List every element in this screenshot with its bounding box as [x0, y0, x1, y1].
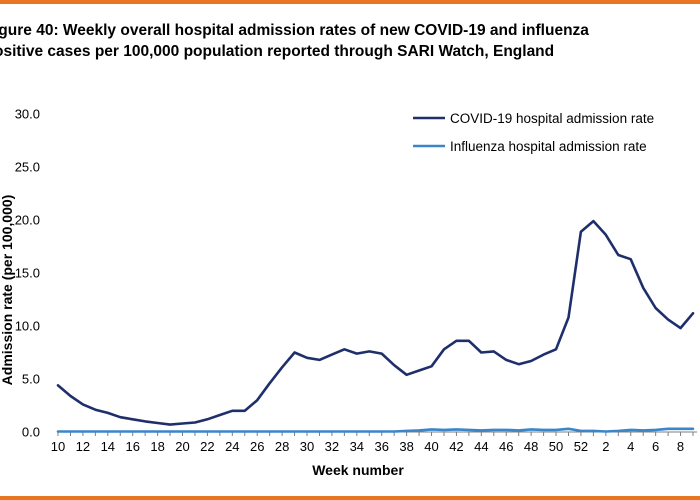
x-tick-label: 20	[175, 439, 189, 454]
y-tick-label: 25.0	[15, 160, 40, 175]
x-tick-label: 16	[125, 439, 139, 454]
x-tick-label: 52	[574, 439, 588, 454]
x-tick-label: 42	[449, 439, 463, 454]
y-axis: 0.0 5.0 10.0 15.0 20.0 25.0 30.0	[15, 107, 40, 440]
covid-series-line	[56, 219, 695, 426]
influenza-series-line	[56, 427, 695, 433]
x-tick-label: 44	[474, 439, 488, 454]
x-tick-label: 26	[250, 439, 264, 454]
x-tick-label: 8	[677, 439, 684, 454]
y-tick-label: 10.0	[15, 319, 40, 334]
x-tick-label: 30	[300, 439, 314, 454]
x-tick-label: 46	[499, 439, 513, 454]
x-tick-label: 36	[374, 439, 388, 454]
x-tick-label: 22	[200, 439, 214, 454]
series-layer	[56, 219, 695, 433]
figure-title-line-2: ositive cases per 100,000 population rep…	[0, 43, 555, 60]
x-axis: 10 12 14 16 18 20 22 24 26 28 30 32 34 36 38 40 42 44 46 48…	[51, 431, 697, 454]
legend: COVID-19 hospital admission rate Influenz…	[413, 111, 654, 154]
x-tick-label: 4	[627, 439, 634, 454]
x-tick-label: 12	[76, 439, 90, 454]
legend-influenza-label: Influenza hospital admission rate	[450, 139, 647, 154]
y-tick-label: 0.0	[22, 425, 40, 440]
y-tick-label: 15.0	[15, 266, 40, 281]
x-tick-label: 2	[602, 439, 609, 454]
figure-title: igure 40: Weekly overall hospital admiss…	[0, 20, 700, 62]
bottom-accent-rule	[0, 496, 700, 500]
x-tick-label: 50	[549, 439, 563, 454]
x-tick-label: 28	[275, 439, 289, 454]
x-tick-label: 34	[350, 439, 364, 454]
figure-title-line-1: igure 40: Weekly overall hospital admiss…	[0, 22, 589, 39]
x-tick-label: 32	[325, 439, 339, 454]
x-tick-label: 40	[424, 439, 438, 454]
x-tick-label: 6	[652, 439, 659, 454]
x-tick-label: 18	[150, 439, 164, 454]
top-accent-rule	[0, 0, 700, 4]
y-tick-label: 30.0	[15, 107, 40, 122]
y-tick-label: 20.0	[15, 213, 40, 228]
x-tick-label: 48	[524, 439, 538, 454]
x-tick-label: 24	[225, 439, 239, 454]
x-axis-title: Week number	[312, 462, 404, 478]
x-tick-label: 10	[51, 439, 65, 454]
y-axis-title: Admission rate (per 100,000)	[0, 195, 15, 386]
y-tick-label: 5.0	[22, 372, 40, 387]
x-tick-label: 38	[399, 439, 413, 454]
x-tick-label: 14	[101, 439, 115, 454]
legend-covid-label: COVID-19 hospital admission rate	[450, 111, 654, 126]
